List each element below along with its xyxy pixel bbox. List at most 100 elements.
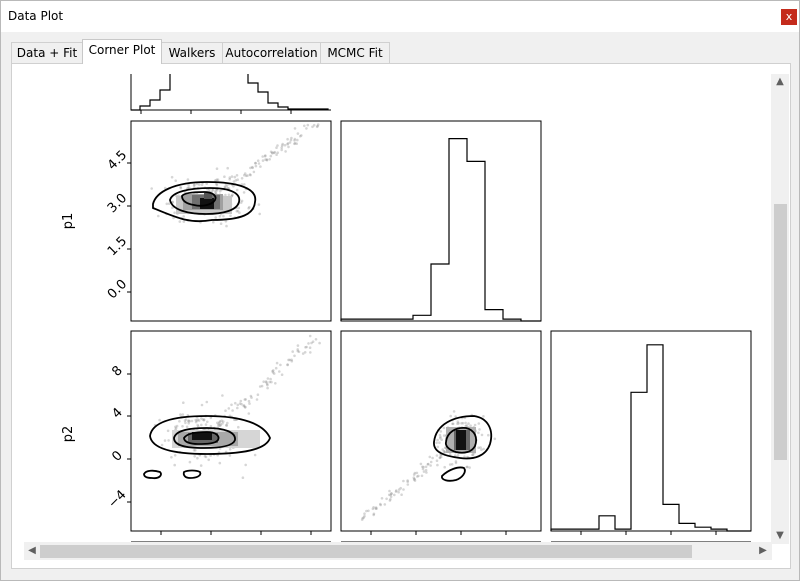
- sample-point: [449, 414, 453, 418]
- sample-point: [258, 212, 261, 216]
- sample-point: [439, 430, 443, 433]
- sample-point: [216, 178, 220, 181]
- sample-point: [228, 447, 232, 451]
- sample-point: [296, 348, 299, 351]
- p1-histogram-panel: [340, 120, 542, 322]
- sample-point: [429, 464, 432, 467]
- sample-point: [241, 476, 245, 480]
- sample-point: [293, 127, 297, 130]
- sample-point: [443, 450, 447, 454]
- scroll-down-arrow-icon[interactable]: ▼: [776, 530, 784, 541]
- p2-histogram: [550, 344, 751, 532]
- sample-point: [274, 382, 277, 385]
- sample-point: [206, 420, 209, 424]
- sample-point: [435, 441, 438, 445]
- vertical-scrollbar[interactable]: ▲ ▼: [771, 74, 789, 544]
- sample-point: [480, 448, 483, 452]
- sample-point: [379, 503, 383, 507]
- sample-point: [266, 377, 270, 380]
- sample-point: [236, 178, 239, 181]
- sample-point: [460, 422, 463, 425]
- sample-point: [232, 180, 236, 183]
- sample-point: [380, 497, 384, 500]
- sample-point: [303, 351, 307, 354]
- sample-point: [406, 480, 410, 484]
- sample-point: [219, 423, 223, 426]
- sample-point: [268, 380, 271, 384]
- sample-point: [276, 151, 279, 154]
- tab-corner-plot[interactable]: Corner Plot: [82, 39, 162, 64]
- sample-point: [290, 358, 293, 362]
- sample-point: [296, 132, 300, 135]
- sample-point: [174, 179, 177, 182]
- sample-point: [448, 463, 452, 466]
- sample-point: [271, 369, 274, 373]
- tab-mcmc-fit[interactable]: MCMC Fit: [320, 42, 390, 63]
- sample-point: [225, 224, 228, 228]
- vertical-scroll-thumb[interactable]: [774, 204, 787, 460]
- sample-point: [388, 489, 391, 493]
- sample-point: [217, 422, 221, 425]
- horizontal-scrollbar[interactable]: ◀ ▶: [24, 542, 772, 560]
- sample-point: [214, 191, 217, 194]
- sample-point: [443, 446, 447, 450]
- sample-point: [261, 159, 265, 162]
- sample-point: [425, 471, 428, 474]
- sample-point: [262, 380, 265, 384]
- p2-tick-label: 4: [109, 405, 125, 421]
- sample-point: [247, 207, 250, 210]
- sample-point: [182, 215, 185, 218]
- sample-point: [186, 178, 190, 181]
- sample-point: [187, 420, 190, 423]
- sample-point: [163, 439, 167, 442]
- sample-point: [221, 422, 224, 425]
- sample-point: [439, 455, 443, 459]
- tab-autocorrelation[interactable]: Autocorrelation: [222, 42, 321, 63]
- sample-point: [185, 425, 189, 429]
- sample-point: [256, 159, 260, 162]
- sample-point: [421, 467, 425, 471]
- sample-point: [438, 441, 441, 445]
- sample-point: [240, 177, 244, 180]
- sample-point: [184, 418, 188, 421]
- sample-point: [451, 422, 455, 426]
- sample-point: [390, 492, 393, 495]
- sample-point: [240, 199, 244, 203]
- p1-vs-p0-contours: [152, 181, 257, 223]
- sample-point: [253, 453, 257, 457]
- sample-point: [237, 425, 240, 429]
- sample-point: [422, 465, 425, 469]
- tab-data-fit[interactable]: Data + Fit: [11, 42, 83, 63]
- sample-point: [293, 139, 296, 142]
- tab-walkers[interactable]: Walkers: [161, 42, 223, 63]
- sample-point: [402, 479, 405, 483]
- sample-point: [453, 454, 457, 457]
- sample-point: [171, 200, 174, 204]
- sample-point: [363, 514, 366, 518]
- sample-point: [385, 497, 388, 501]
- scroll-right-arrow-icon[interactable]: ▶: [759, 545, 767, 556]
- sample-point: [254, 161, 257, 165]
- sample-point: [415, 471, 419, 475]
- sample-point: [268, 158, 271, 161]
- sample-point: [436, 438, 439, 442]
- scroll-up-arrow-icon[interactable]: ▲: [776, 76, 784, 87]
- sample-point: [196, 423, 199, 427]
- sample-point: [186, 186, 190, 190]
- sample-point: [218, 420, 222, 423]
- horizontal-scroll-thumb[interactable]: [40, 545, 692, 558]
- sample-point: [311, 125, 314, 129]
- scroll-left-arrow-icon[interactable]: ◀: [28, 545, 36, 556]
- sample-point: [239, 201, 243, 204]
- close-button[interactable]: x: [781, 9, 797, 25]
- p2-y-axis: 8 4 0 −4 p2: [61, 363, 131, 512]
- sample-point: [308, 346, 312, 350]
- sample-point: [284, 150, 287, 153]
- sample-point: [209, 454, 212, 457]
- sample-point: [218, 424, 221, 428]
- p2-histogram-panel: [550, 330, 752, 532]
- sample-point: [412, 473, 416, 476]
- sample-point: [193, 183, 196, 187]
- sample-point: [238, 211, 241, 214]
